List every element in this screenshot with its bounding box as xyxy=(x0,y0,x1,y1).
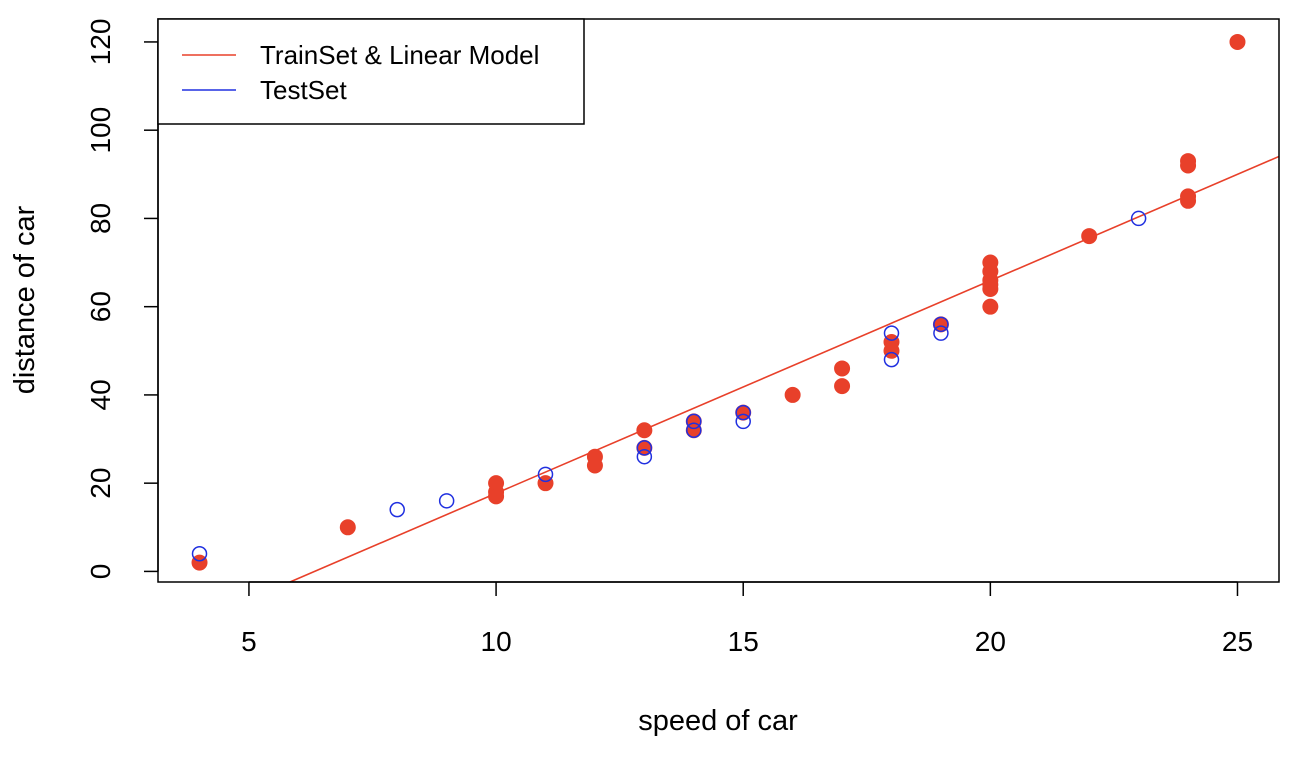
test-point xyxy=(636,440,653,456)
test-point xyxy=(686,422,702,438)
train-point xyxy=(982,254,999,271)
x-tick-label: 25 xyxy=(1222,626,1253,657)
chart-marks xyxy=(191,33,1280,583)
y-tick-label: 0 xyxy=(85,564,116,580)
x-axis-title: speed of car xyxy=(638,705,798,737)
x-tick-label: 15 xyxy=(728,626,759,657)
test-point xyxy=(883,351,900,368)
train-point xyxy=(1180,188,1197,205)
test-point xyxy=(735,404,751,421)
x-axis: 5 10 15 20 25 xyxy=(241,581,1253,657)
train-point xyxy=(982,298,999,315)
legend-label-test: TestSet xyxy=(260,75,347,105)
test-point xyxy=(686,413,702,430)
test-point xyxy=(933,325,949,341)
legend-box xyxy=(157,18,585,125)
y-tick-label: 120 xyxy=(85,19,116,66)
train-point xyxy=(586,448,603,465)
test-point xyxy=(537,466,554,483)
test-point xyxy=(636,448,653,465)
test-point xyxy=(389,501,405,518)
y-tick-label: 60 xyxy=(85,291,116,322)
y-tick-label: 100 xyxy=(85,107,116,154)
test-point xyxy=(1130,210,1147,227)
train-point xyxy=(1229,33,1246,50)
train-point xyxy=(636,422,653,439)
x-tick-label: 5 xyxy=(241,626,257,657)
test-point xyxy=(933,316,949,333)
test-point xyxy=(438,493,455,509)
regression-line xyxy=(289,155,1280,583)
y-axis-title: distance of car xyxy=(9,205,41,394)
test-point xyxy=(735,413,751,430)
legend-label-train: TrainSet & Linear Model xyxy=(260,40,539,70)
x-tick-label: 20 xyxy=(975,626,1006,657)
y-tick-label: 40 xyxy=(85,379,116,410)
train-point xyxy=(784,386,801,403)
train-point xyxy=(1081,228,1098,245)
y-tick-label: 20 xyxy=(85,468,116,499)
y-tick-label: 80 xyxy=(85,203,116,234)
x-tick-label: 10 xyxy=(481,626,512,657)
train-point xyxy=(834,378,851,395)
train-point xyxy=(488,475,505,492)
train-point xyxy=(982,276,999,293)
y-axis: 0 20 40 60 80 100 120 xyxy=(85,19,159,580)
train-point xyxy=(1180,153,1197,170)
legend: TrainSet & Linear Model TestSet xyxy=(157,18,585,125)
train-point xyxy=(834,360,851,377)
train-point xyxy=(339,519,356,536)
test-point xyxy=(883,325,900,341)
test-point xyxy=(191,546,208,562)
